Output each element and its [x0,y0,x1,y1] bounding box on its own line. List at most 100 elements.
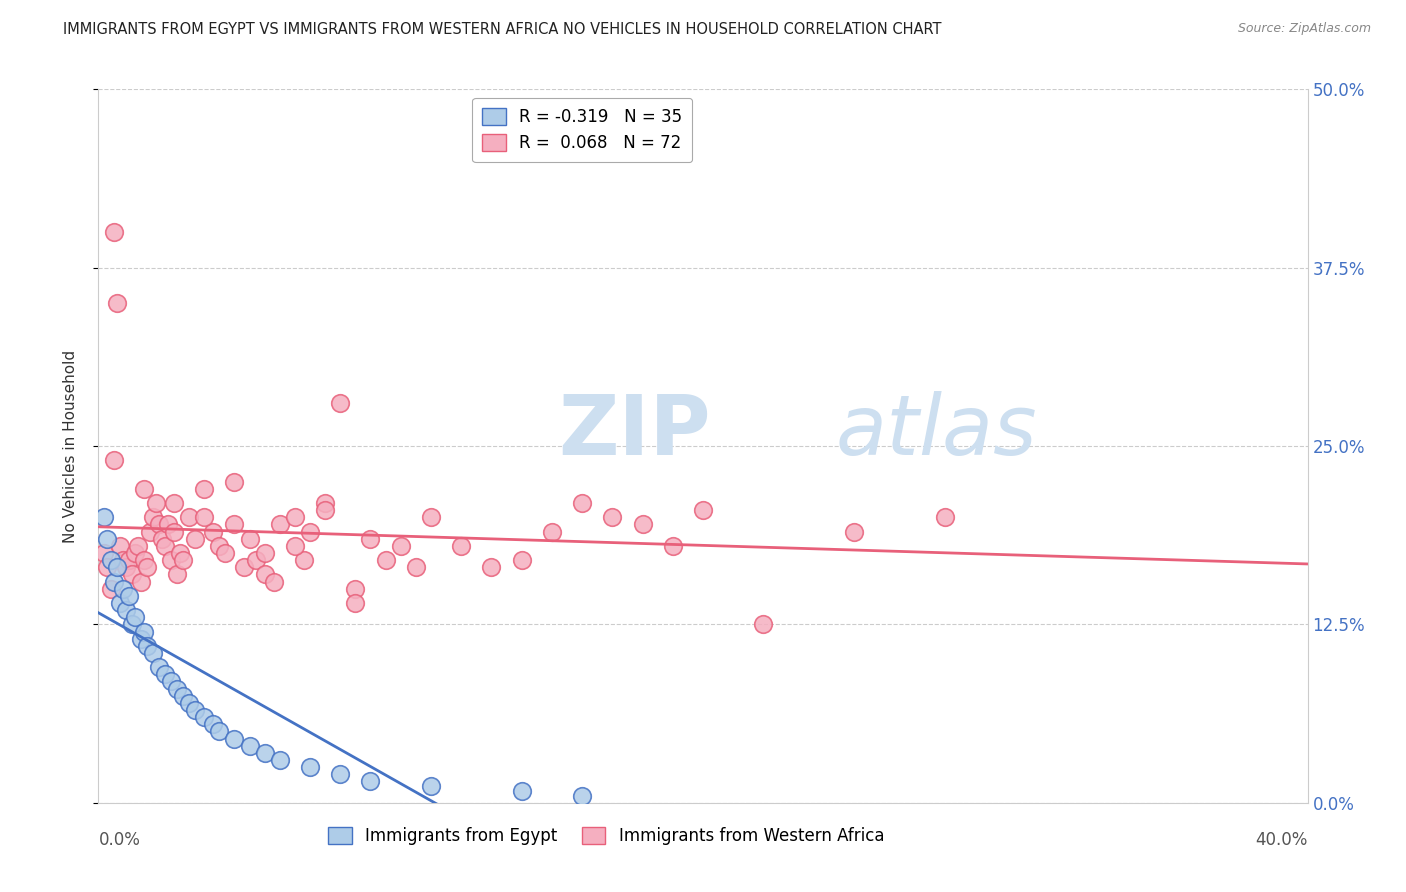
Point [121,617,143,632]
Point [253,546,276,560]
Y-axis label: No Vehicles in Household: No Vehicles in Household [63,350,77,542]
Point [184,532,207,546]
Point [224,517,246,532]
Point [111,582,134,596]
Point [571,496,593,510]
Point [114,603,136,617]
Point [329,767,352,781]
Point [193,510,215,524]
Point [169,546,191,560]
Point [239,532,262,546]
Point [124,610,146,624]
Point [163,496,186,510]
Point [124,546,146,560]
Point [93,546,115,560]
Point [253,746,276,760]
Point [360,774,382,789]
Point [163,524,186,539]
Point [135,560,157,574]
Point [481,560,503,574]
Point [263,574,285,589]
Point [193,482,215,496]
Point [103,225,125,239]
Text: IMMIGRANTS FROM EGYPT VS IMMIGRANTS FROM WESTERN AFRICA NO VEHICLES IN HOUSEHOLD: IMMIGRANTS FROM EGYPT VS IMMIGRANTS FROM… [63,22,942,37]
Point [100,582,122,596]
Point [360,532,382,546]
Point [156,517,179,532]
Point [172,553,194,567]
Point [103,574,125,589]
Point [450,539,472,553]
Point [105,560,128,574]
Point [160,553,183,567]
Point [148,517,170,532]
Point [269,753,291,767]
Text: atlas: atlas [837,392,1038,472]
Point [172,689,194,703]
Point [934,510,956,524]
Point [405,560,427,574]
Point [166,681,188,696]
Point [329,396,352,410]
Point [129,574,152,589]
Point [184,703,207,717]
Point [93,510,115,524]
Point [153,539,176,553]
Point [142,646,165,660]
Point [208,539,231,553]
Point [420,779,443,793]
Point [374,553,396,567]
Point [661,539,683,553]
Point [571,789,593,803]
Point [314,503,336,517]
Point [692,503,714,517]
Point [208,724,231,739]
Point [132,624,155,639]
Point [100,553,122,567]
Point [224,475,246,489]
Point [292,553,315,567]
Point [631,517,654,532]
Text: 40.0%: 40.0% [1256,831,1308,849]
Point [510,784,533,798]
Point [105,296,128,310]
Point [108,596,131,610]
Point [145,496,167,510]
Point [160,674,183,689]
Point [299,760,322,774]
Point [389,539,412,553]
Text: ZIP: ZIP [558,392,710,472]
Point [602,510,624,524]
Point [111,553,134,567]
Point [166,567,188,582]
Point [202,717,225,731]
Point [135,639,157,653]
Point [344,582,367,596]
Point [193,710,215,724]
Point [253,567,276,582]
Point [127,539,149,553]
Point [96,532,118,546]
Point [132,553,155,567]
Text: 0.0%: 0.0% [98,831,141,849]
Point [150,532,173,546]
Point [202,524,225,539]
Point [142,510,165,524]
Point [284,539,307,553]
Point [314,496,336,510]
Point [96,560,118,574]
Point [752,617,775,632]
Point [299,524,322,539]
Point [284,510,307,524]
Point [118,553,141,567]
Point [153,667,176,681]
Point [420,510,443,524]
Point [148,660,170,674]
Point [103,453,125,467]
Point [129,632,152,646]
Point [540,524,562,539]
Legend: Immigrants from Egypt, Immigrants from Western Africa: Immigrants from Egypt, Immigrants from W… [322,820,891,852]
Point [132,482,155,496]
Point [139,524,162,539]
Text: Source: ZipAtlas.com: Source: ZipAtlas.com [1237,22,1371,36]
